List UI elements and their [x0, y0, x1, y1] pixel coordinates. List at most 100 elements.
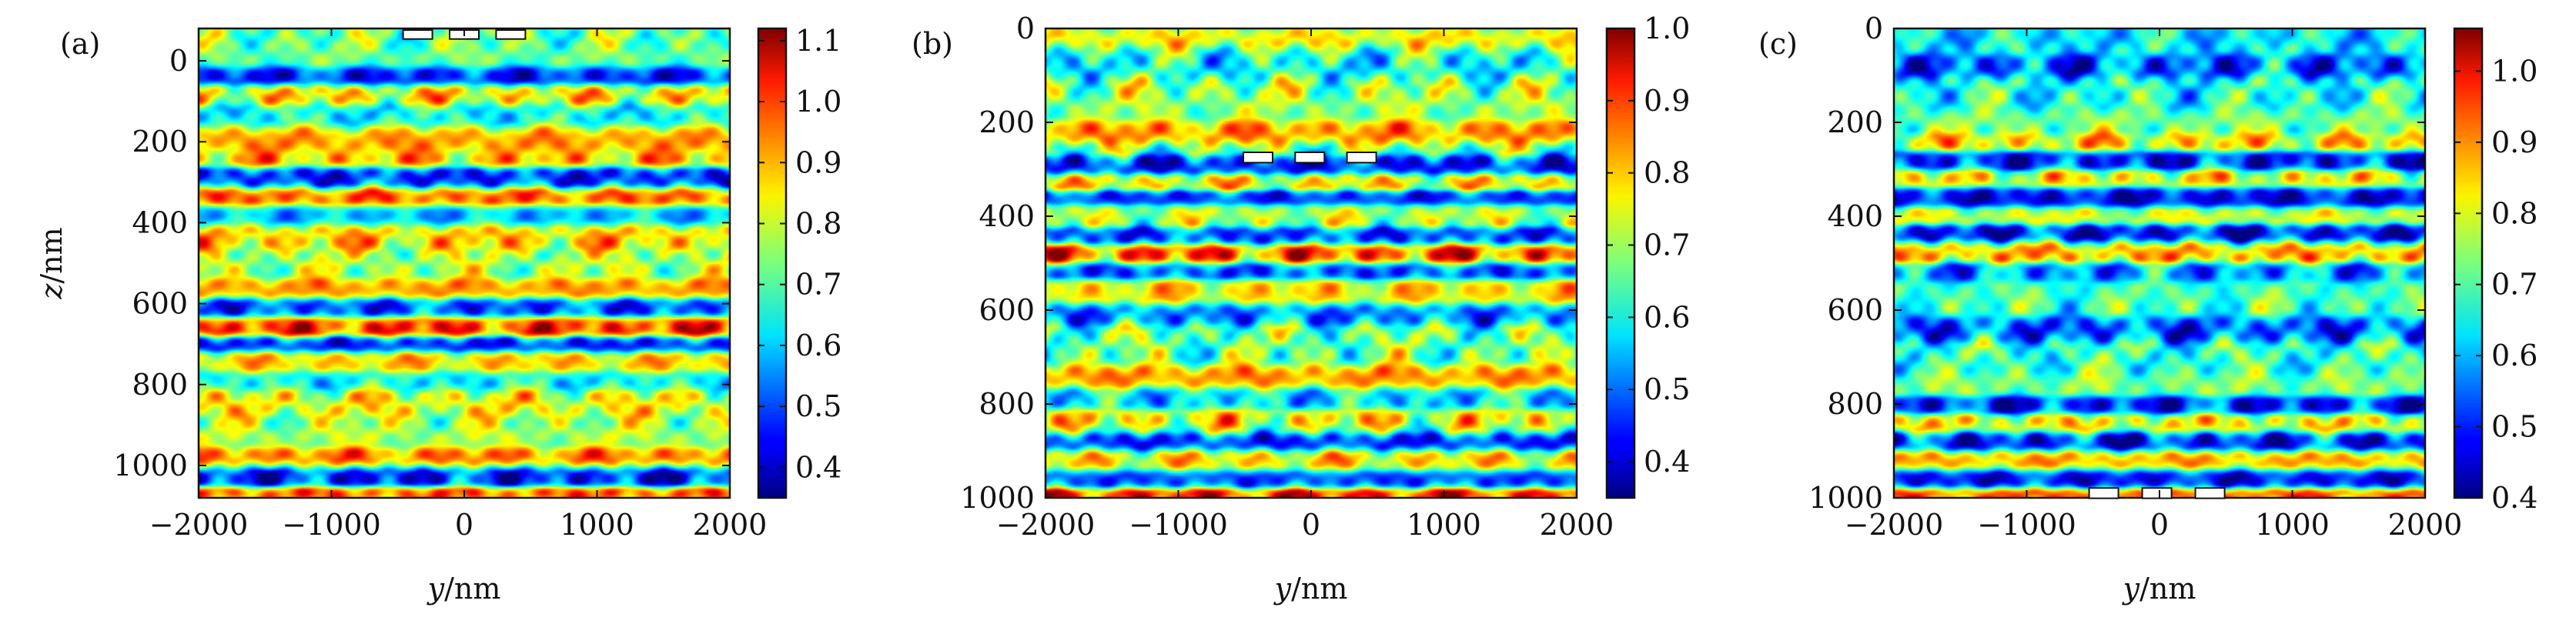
x-tick-label: −2000 — [1845, 508, 1944, 542]
colorbar-tick-label: 0.6 — [1644, 300, 1690, 334]
x-tick-label: −2000 — [996, 508, 1096, 542]
y-axis: 0 200 400 600 800 1000 — [1808, 12, 2425, 515]
x-axis-label-var: y — [2122, 572, 2140, 606]
x-tick-label: −1000 — [282, 508, 381, 542]
panel-b: (b) −2000 −1000 0 1000 2000 0 200 400 600 800 100… — [912, 12, 1690, 606]
x-axis-label: y/nm — [2122, 572, 2196, 606]
colorbar-tick-label: 0.5 — [795, 389, 841, 423]
colorbar-tick-label: 0.5 — [2491, 410, 2538, 444]
x-tick-label: 0 — [1302, 508, 1320, 542]
heatmap-area — [1892, 27, 2427, 499]
colorbar-tick-label: 0.4 — [2491, 481, 2538, 515]
x-tick-label: 1000 — [2255, 508, 2330, 542]
y-tick-label: 200 — [132, 125, 188, 159]
colorbar-tick-label: 0.7 — [1644, 229, 1690, 262]
marker-rect-3 — [495, 29, 527, 40]
y-axis-label: z/nm — [35, 227, 69, 299]
colorbar-ticks: 0.4 0.5 0.6 0.7 0.8 0.9 1.0 — [1607, 12, 1690, 479]
colorbar-tick-label: 1.0 — [795, 85, 841, 118]
y-tick-label: 800 — [1827, 387, 1883, 421]
y-tick-label: 1000 — [1808, 481, 1883, 515]
colorbar-gradient — [1607, 28, 1634, 498]
colorbar-ticks: 0.4 0.5 0.6 0.7 0.8 0.9 1.0 1.1 — [758, 24, 841, 484]
x-axis-label: y/nm — [1273, 572, 1348, 606]
markers-group — [1243, 152, 1377, 164]
colorbar-tick-label: 1.0 — [1644, 12, 1690, 45]
marker-rect-3 — [2194, 487, 2226, 499]
marker-rect-3 — [1346, 152, 1377, 164]
x-tick-label: −1000 — [1977, 508, 2076, 542]
y-axis-label-var: z — [35, 283, 69, 300]
colorbar-tick-label: 1.1 — [795, 24, 841, 58]
colorbar-tick-label: 0.4 — [1644, 445, 1690, 479]
y-axis: 0 200 400 600 800 1000 — [960, 12, 1577, 515]
colorbar-tick-label: 0.4 — [795, 450, 841, 484]
marker-rect-2 — [1294, 152, 1326, 164]
y-tick-label: 600 — [132, 287, 188, 321]
y-tick-label: 1000 — [113, 449, 188, 482]
marker-rect-1 — [402, 29, 433, 40]
marker-rect-2 — [2141, 487, 2173, 499]
x-tick-label: −1000 — [1129, 508, 1228, 542]
y-tick-label: 400 — [132, 205, 188, 239]
y-axis-label-unit: /nm — [35, 227, 69, 283]
colorbar: 0.4 0.5 0.6 0.7 0.8 0.9 1.0 — [2453, 27, 2538, 515]
y-tick-label: 0 — [1016, 12, 1035, 45]
colorbar: 0.4 0.5 0.6 0.7 0.8 0.9 1.0 1.1 — [757, 24, 841, 499]
heatmap-image — [1045, 28, 1577, 498]
marker-rect-1 — [2088, 487, 2119, 499]
panel-label: (b) — [912, 27, 953, 61]
y-tick-label: 0 — [1865, 12, 1883, 45]
colorbar-frame — [1605, 27, 1636, 499]
x-tick-label: 1000 — [560, 508, 634, 542]
y-tick-label: 200 — [1827, 105, 1883, 139]
colorbar-tick-label: 0.7 — [795, 268, 841, 302]
y-tick-label: 400 — [1827, 199, 1883, 233]
y-tick-label: 1000 — [960, 481, 1035, 515]
panel-label: (c) — [1758, 27, 1798, 61]
heatmap-area — [197, 27, 731, 499]
y-tick-label: 800 — [132, 368, 188, 402]
y-tick-label: 400 — [979, 199, 1035, 233]
colorbar-tick-label: 0.7 — [2491, 268, 2538, 302]
colorbar-tick-label: 0.5 — [1644, 372, 1690, 406]
y-tick-label: 0 — [169, 44, 188, 78]
marker-rect-1 — [1243, 152, 1273, 164]
x-tick-label: 2000 — [1540, 508, 1614, 542]
colorbar-ticks: 0.4 0.5 0.6 0.7 0.8 0.9 1.0 — [2454, 54, 2538, 515]
x-tick-label: −2000 — [149, 508, 249, 542]
colorbar-tick-label: 1.0 — [2491, 54, 2538, 88]
x-tick-label: 2000 — [2388, 508, 2463, 542]
x-tick-label: 0 — [2150, 508, 2169, 542]
x-axis-label-var: y — [1273, 572, 1292, 606]
panel-c: (c) −2000 −1000 0 1000 2000 0 200 400 600 800 100… — [1758, 12, 2538, 606]
panel-label: (a) — [60, 27, 100, 61]
colorbar-tick-label: 0.8 — [1644, 156, 1690, 190]
colorbar: 0.4 0.5 0.6 0.7 0.8 0.9 1.0 — [1605, 12, 1690, 499]
heatmap-image — [199, 28, 730, 498]
colorbar-tick-label: 0.9 — [795, 145, 841, 179]
colorbar-tick-label: 0.9 — [2491, 125, 2538, 159]
colorbar-tick-label: 0.8 — [2491, 196, 2538, 230]
x-axis-label-var: y — [427, 572, 445, 606]
y-tick-label: 800 — [979, 387, 1035, 421]
colorbar-tick-label: 0.9 — [1644, 84, 1690, 118]
x-axis-label-unit: /nm — [2139, 572, 2196, 606]
colorbar-frame — [757, 27, 788, 499]
colorbar-tick-label: 0.8 — [795, 207, 841, 241]
x-axis: −2000 −1000 0 1000 2000 — [149, 28, 768, 542]
heatmap-image — [1894, 28, 2425, 498]
x-tick-label: 0 — [455, 508, 473, 542]
colorbar-gradient — [2454, 28, 2482, 498]
colorbar-tick-label: 0.6 — [2491, 339, 2538, 372]
x-axis-label: y/nm — [427, 572, 501, 606]
colorbar-frame — [2453, 27, 2484, 499]
y-tick-label: 600 — [1827, 293, 1883, 327]
x-axis: −2000 −1000 0 1000 2000 — [1845, 28, 2463, 542]
x-axis: −2000 −1000 0 1000 2000 — [996, 28, 1614, 542]
x-tick-label: 2000 — [693, 508, 768, 542]
heatmap-area — [1044, 27, 1578, 499]
x-axis-label-unit: /nm — [444, 572, 500, 606]
y-tick-label: 200 — [979, 105, 1035, 139]
